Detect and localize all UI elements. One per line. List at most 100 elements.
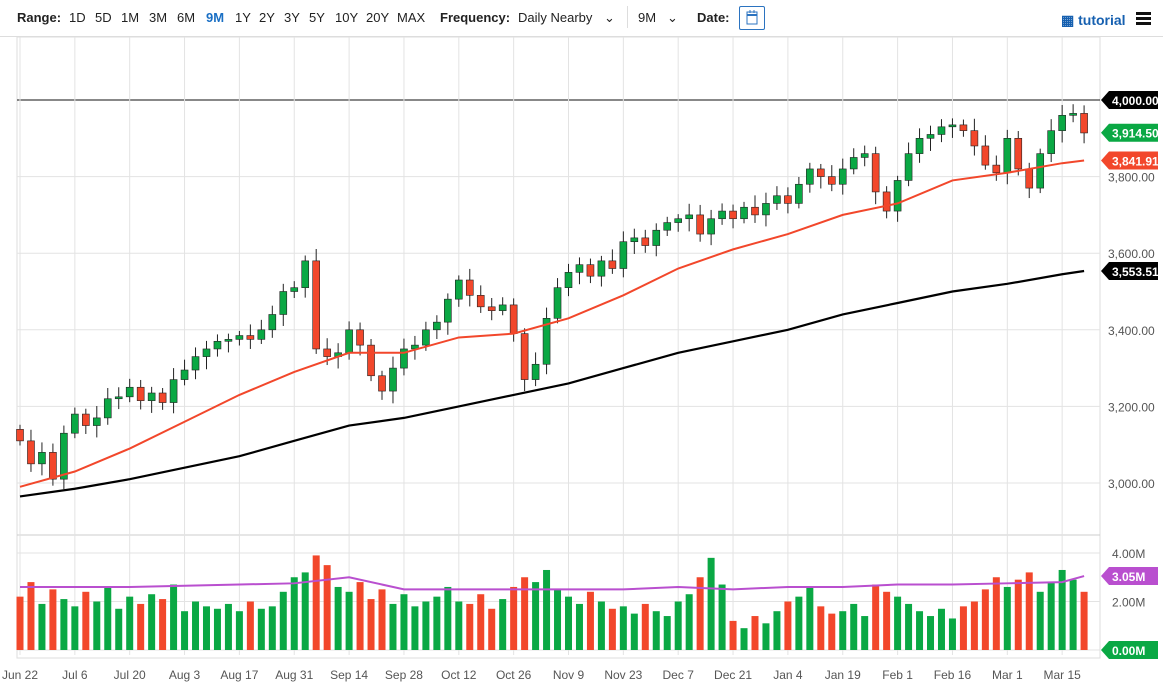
- volume-bar: [543, 569, 551, 650]
- x-tick-label: Aug 31: [275, 668, 313, 682]
- candle-body: [422, 329, 430, 346]
- candle-body: [1014, 138, 1023, 170]
- range-1m[interactable]: 1M: [121, 10, 140, 25]
- menu-icon[interactable]: [1136, 12, 1151, 27]
- candle-body: [926, 134, 935, 139]
- last-price-badge-text: 3,914.50: [1112, 127, 1159, 141]
- candle-body: [60, 432, 68, 480]
- candle-body: [476, 295, 485, 308]
- volume-bar: [630, 613, 638, 650]
- volume-bar: [148, 594, 156, 650]
- range-20y[interactable]: 20Y: [366, 10, 390, 25]
- candle-body: [871, 153, 880, 193]
- volume-bar: [1025, 572, 1033, 650]
- volume-bar: [257, 608, 265, 650]
- volume-bar: [400, 594, 408, 650]
- volume-bar: [608, 608, 616, 650]
- volume-bar: [696, 577, 704, 650]
- volume-bar: [510, 586, 518, 650]
- candle-body: [158, 392, 167, 403]
- range-3m[interactable]: 3M: [149, 10, 168, 25]
- x-tick-label: Oct 26: [496, 668, 532, 682]
- candle-body: [27, 440, 35, 465]
- x-tick-label: Oct 12: [441, 668, 477, 682]
- calendar-icon[interactable]: [739, 6, 765, 30]
- candle-body: [564, 272, 573, 288]
- volume-bar: [235, 611, 243, 650]
- candle-body: [246, 335, 255, 340]
- volume-bar: [1014, 579, 1022, 650]
- candle-body: [323, 348, 331, 357]
- volume-bar: [554, 589, 562, 650]
- candle-body: [652, 229, 661, 246]
- range-5y[interactable]: 5Y: [309, 10, 325, 25]
- candle-body: [729, 210, 737, 220]
- last-price-badge: [1101, 123, 1158, 142]
- candle-body: [784, 195, 792, 204]
- volume-bar: [444, 586, 452, 650]
- x-tick-label: Aug 3: [169, 668, 201, 682]
- x-tick-label: Sep 28: [385, 668, 423, 682]
- volume-bar: [126, 596, 134, 650]
- candle-body: [356, 329, 364, 346]
- range-2y[interactable]: 2Y: [259, 10, 275, 25]
- volume-bar: [466, 603, 474, 650]
- volume-bar: [817, 606, 825, 650]
- volume-bar: [751, 616, 759, 650]
- chevron-down-icon[interactable]: ⌄: [667, 10, 678, 25]
- volume-bar: [981, 589, 989, 650]
- chevron-down-icon[interactable]: ⌄: [604, 10, 615, 25]
- volume-bar: [565, 596, 572, 650]
- volume-bar: [521, 577, 529, 650]
- candle-body: [1036, 153, 1045, 189]
- x-tick-label: Jul 6: [62, 668, 88, 682]
- volume-bar: [652, 611, 660, 650]
- volume-bar: [575, 603, 583, 650]
- candle-body: [860, 153, 869, 158]
- candle-body: [531, 363, 540, 380]
- range-1y[interactable]: 1Y: [235, 10, 251, 25]
- range-label: Range:: [17, 10, 62, 25]
- volume-bar: [959, 606, 967, 650]
- volume-bar: [38, 603, 46, 650]
- volume-bar: [1080, 591, 1088, 650]
- range-6m[interactable]: 6M: [177, 10, 196, 25]
- candle-body: [685, 214, 693, 220]
- frequency-dropdown[interactable]: Daily Nearby: [518, 10, 593, 25]
- range-max[interactable]: MAX: [397, 10, 426, 25]
- tutorial-link[interactable]: ▦ tutorial: [1061, 12, 1126, 28]
- volume-ma-badge: [1101, 567, 1158, 586]
- candle-body: [981, 145, 990, 166]
- range-3y[interactable]: 3Y: [284, 10, 300, 25]
- candle-body: [520, 333, 529, 380]
- period-dropdown[interactable]: 9M: [638, 10, 657, 25]
- volume-bar: [71, 606, 79, 650]
- volume-bar: [60, 599, 68, 650]
- volume-bar: [312, 555, 320, 650]
- volume-bar: [1047, 582, 1055, 650]
- volume-bar: [641, 603, 649, 650]
- volume-bar: [707, 557, 715, 650]
- candle-body: [389, 367, 397, 392]
- volume-bar: [806, 586, 814, 650]
- x-tick-label: Feb 16: [934, 668, 972, 682]
- range-10y[interactable]: 10Y: [335, 10, 359, 25]
- price-chart[interactable]: 3,800.00 3,600.00 3,400.00 3,200.00 3,000.00…: [0, 37, 1163, 695]
- volume-bar: [674, 601, 682, 650]
- volume-bar: [49, 589, 57, 650]
- candle-body: [49, 452, 57, 480]
- volume-bar: [27, 582, 35, 650]
- range-9m[interactable]: 9M: [206, 10, 225, 25]
- volume-bar: [532, 582, 540, 650]
- volume-bar: [115, 608, 123, 650]
- range-1d[interactable]: 1D: [69, 10, 86, 25]
- volume-bar: [345, 591, 353, 650]
- candle-body: [257, 329, 266, 340]
- candle-body: [378, 375, 386, 392]
- range-5d[interactable]: 5D: [95, 10, 112, 25]
- volume-bar: [740, 628, 748, 650]
- candle-body: [191, 356, 200, 371]
- candle-body: [959, 124, 968, 131]
- ma200-badge: [1101, 262, 1158, 281]
- volume-bar: [916, 611, 924, 650]
